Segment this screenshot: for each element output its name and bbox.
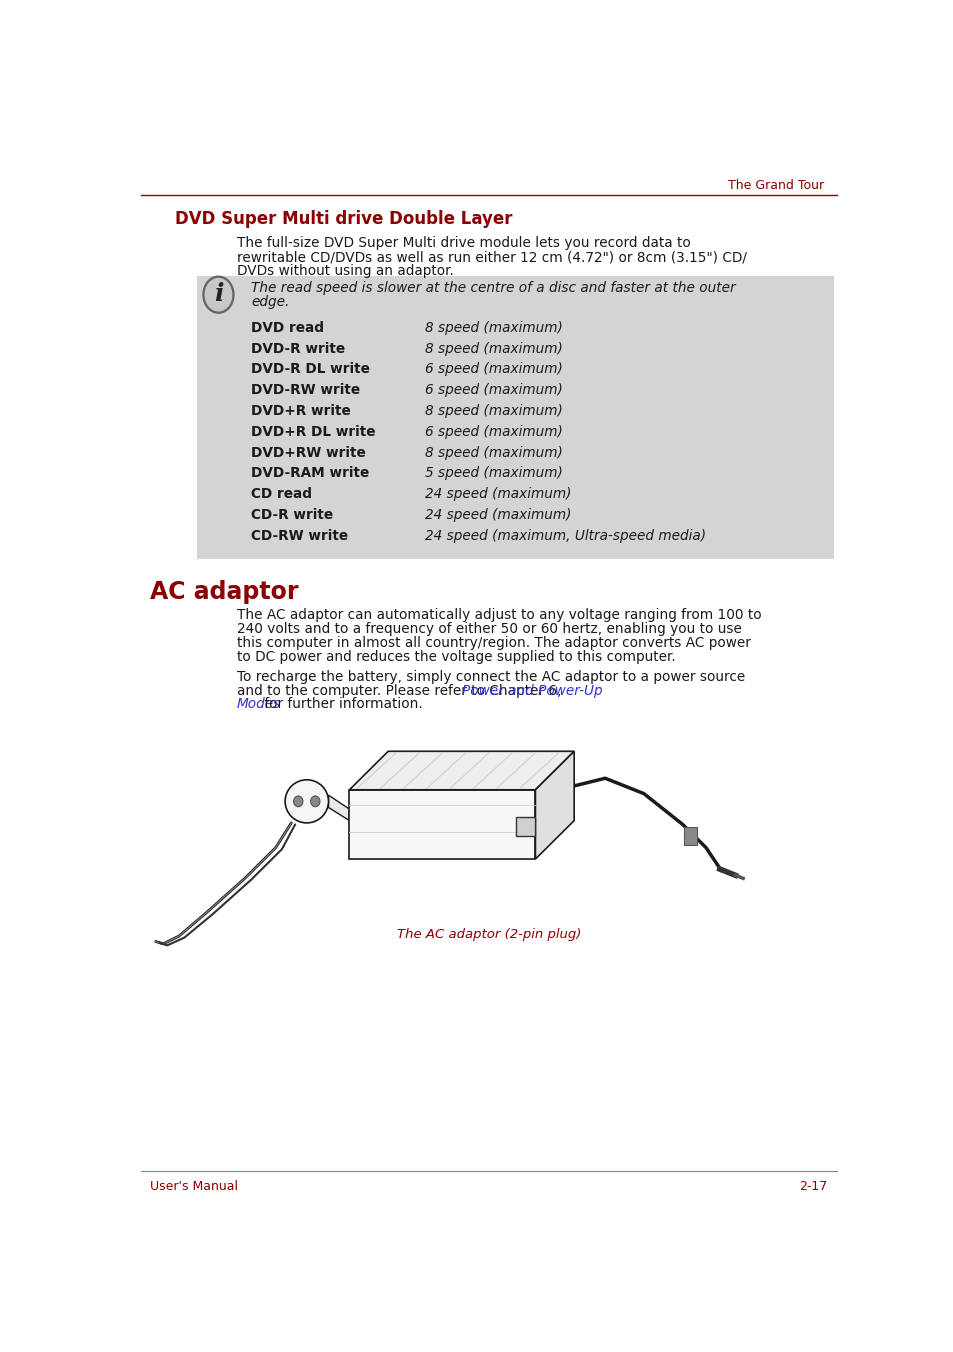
Text: to DC power and reduces the voltage supplied to this computer.: to DC power and reduces the voltage supp… [236,650,675,664]
Text: 5 speed (maximum): 5 speed (maximum) [425,466,562,480]
Text: DVD-RAM write: DVD-RAM write [251,466,369,480]
Polygon shape [535,752,574,859]
Text: Modes: Modes [236,698,281,711]
Text: i: i [213,283,223,306]
Text: DVD Super Multi drive Double Layer: DVD Super Multi drive Double Layer [174,210,512,228]
Polygon shape [516,817,535,836]
Text: 6 speed (maximum): 6 speed (maximum) [425,425,562,439]
Text: The AC adaptor can automatically adjust to any voltage ranging from 100 to: The AC adaptor can automatically adjust … [236,608,760,622]
Text: rewritable CD/DVDs as well as run either 12 cm (4.72") or 8cm (3.15") CD/: rewritable CD/DVDs as well as run either… [236,250,746,264]
Ellipse shape [203,276,233,314]
Ellipse shape [294,796,303,807]
Text: this computer in almost all country/region. The adaptor converts AC power: this computer in almost all country/regi… [236,635,750,650]
Text: DVD+R write: DVD+R write [251,404,351,418]
Ellipse shape [205,279,232,311]
Text: The AC adaptor (2-pin plug): The AC adaptor (2-pin plug) [396,929,580,941]
Text: The Grand Tour: The Grand Tour [727,180,823,192]
Polygon shape [349,752,574,790]
Text: DVDs without using an adaptor.: DVDs without using an adaptor. [236,264,454,279]
Text: 240 volts and to a frequency of either 50 or 60 hertz, enabling you to use: 240 volts and to a frequency of either 5… [236,622,741,635]
Text: DVD+RW write: DVD+RW write [251,446,365,460]
Text: 8 speed (maximum): 8 speed (maximum) [425,446,562,460]
Polygon shape [349,790,535,859]
Text: To recharge the battery, simply connect the AC adaptor to a power source: To recharge the battery, simply connect … [236,669,744,684]
Text: DVD-R write: DVD-R write [251,342,345,356]
Text: 24 speed (maximum): 24 speed (maximum) [425,487,571,502]
Ellipse shape [285,780,328,823]
Text: 6 speed (maximum): 6 speed (maximum) [425,383,562,397]
Text: AC adaptor: AC adaptor [150,580,298,604]
Text: 2-17: 2-17 [799,1180,827,1194]
Text: and to the computer. Please refer to Chapter 6,: and to the computer. Please refer to Cha… [236,684,565,698]
Text: edge.: edge. [251,295,289,308]
Text: The full-size DVD Super Multi drive module lets you record data to: The full-size DVD Super Multi drive modu… [236,237,690,250]
Text: DVD-RW write: DVD-RW write [251,383,359,397]
FancyBboxPatch shape [196,276,833,558]
Text: 8 speed (maximum): 8 speed (maximum) [425,320,562,335]
Text: DVD read: DVD read [251,320,324,335]
Text: DVD-R DL write: DVD-R DL write [251,362,370,376]
Text: The read speed is slower at the centre of a disc and faster at the outer: The read speed is slower at the centre o… [251,281,735,295]
Text: Power and Power-Up: Power and Power-Up [461,684,602,698]
Text: CD read: CD read [251,487,312,502]
Ellipse shape [311,796,319,807]
Text: 8 speed (maximum): 8 speed (maximum) [425,404,562,418]
Text: DVD+R DL write: DVD+R DL write [251,425,375,439]
Text: 6 speed (maximum): 6 speed (maximum) [425,362,562,376]
Text: 24 speed (maximum): 24 speed (maximum) [425,508,571,522]
Text: 24 speed (maximum, Ultra-speed media): 24 speed (maximum, Ultra-speed media) [425,529,706,542]
Text: 8 speed (maximum): 8 speed (maximum) [425,342,562,356]
Text: User's Manual: User's Manual [150,1180,238,1194]
Polygon shape [328,795,349,821]
Text: for further information.: for further information. [260,698,423,711]
Text: CD-RW write: CD-RW write [251,529,348,542]
Text: CD-R write: CD-R write [251,508,333,522]
FancyBboxPatch shape [683,827,696,845]
